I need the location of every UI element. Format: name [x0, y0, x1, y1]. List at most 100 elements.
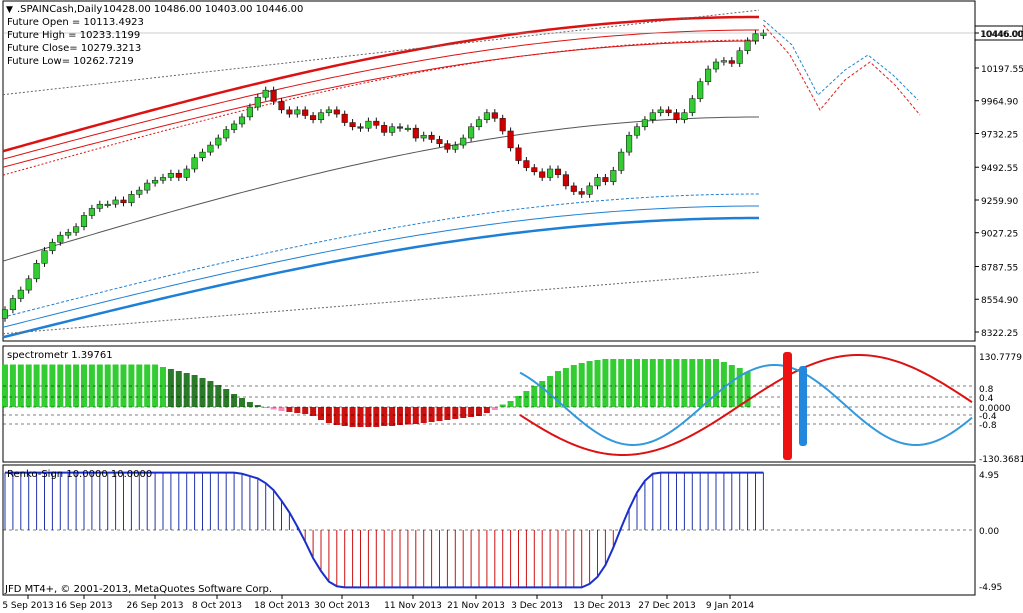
- spectrometr-bar: [634, 359, 640, 407]
- candle-body: [152, 180, 159, 184]
- y-tick-label: 9964.90: [981, 98, 1018, 108]
- candle-body: [9, 298, 16, 311]
- candle-body: [586, 185, 593, 195]
- candle-body: [554, 168, 562, 175]
- spectrometr-bar: [499, 404, 506, 407]
- candle-body: [389, 126, 396, 133]
- spectrometr-blue-marker: [799, 366, 807, 446]
- x-tick-label: 9 Jan 2014: [706, 601, 754, 611]
- spectrometr-bar: [649, 359, 656, 407]
- spectrometr-bar: [160, 367, 166, 407]
- candle-body: [562, 174, 569, 187]
- spectrometr-bar: [618, 359, 625, 407]
- spectrometr-bar: [673, 359, 680, 407]
- candle-body: [594, 177, 601, 187]
- spectrometr-bar: [578, 363, 585, 407]
- spectrometr-bar: [136, 364, 143, 407]
- candle-body: [120, 199, 127, 204]
- y-tick-label: 8322.25: [981, 329, 1018, 339]
- y-tick-label: 9259.90: [981, 197, 1018, 207]
- spectrometr-bar: [199, 378, 206, 407]
- spectrometr-tick-label: 0.4: [979, 394, 994, 404]
- candle-body: [333, 109, 340, 115]
- candle-body: [649, 112, 656, 120]
- candle-body: [33, 263, 40, 280]
- candle-body: [341, 113, 348, 123]
- candle-body: [641, 119, 648, 128]
- candle-body: [17, 289, 24, 299]
- x-tick-label: 8 Oct 2013: [192, 601, 242, 611]
- candle-body: [286, 109, 293, 115]
- candle-body: [499, 118, 506, 132]
- spectrometr-bar: [223, 389, 230, 407]
- y-tick-label: 9027.25: [981, 230, 1018, 240]
- candle-body: [294, 109, 301, 115]
- spectrometr-red-curve: [519, 354, 973, 456]
- spectrometr-bar: [333, 407, 340, 425]
- header-arrow-icon[interactable]: ▼: [6, 5, 13, 15]
- candle-body: [531, 167, 538, 173]
- candle-body: [681, 112, 688, 120]
- candle-body: [159, 177, 167, 181]
- spectrometr-bar: [397, 407, 403, 425]
- candle-body: [373, 120, 380, 126]
- spectrometr-bar: [483, 407, 490, 413]
- candle-body: [254, 96, 261, 108]
- candle-body: [349, 122, 356, 128]
- x-tick-label: 3 Dec 2013: [511, 601, 563, 611]
- candle-body: [626, 134, 633, 153]
- y-tick-label: 8554.90: [981, 296, 1018, 306]
- x-tick-label: 11 Nov 2013: [384, 601, 442, 611]
- candle-body: [262, 89, 269, 98]
- spectrometr-bar: [207, 381, 214, 407]
- spectrometr-bar: [594, 360, 601, 407]
- current-price-label: 10446.00: [980, 30, 1023, 40]
- candle-body: [41, 250, 48, 264]
- x-tick-label: 30 Oct 2013: [314, 601, 370, 611]
- spectrometr-bar: [452, 407, 459, 419]
- candle-body: [73, 226, 80, 233]
- spectrometr-bar: [318, 407, 324, 420]
- spectrometr-bar: [270, 407, 277, 410]
- spectrometr-bar: [720, 362, 727, 407]
- candle-body: [1, 309, 9, 319]
- price-layer: [1, 9, 975, 339]
- candle-body: [610, 170, 617, 182]
- spectrometr-bar: [460, 407, 467, 418]
- projection-red: [763, 24, 921, 116]
- x-tick-label: 13 Dec 2013: [573, 601, 631, 611]
- spectrometr-blue-curve: [519, 364, 973, 447]
- band-blue-dashed: [2, 193, 760, 318]
- candle-body: [657, 109, 664, 113]
- candle-body: [460, 137, 467, 146]
- spectrometr-bar: [547, 376, 554, 407]
- candle-body: [238, 116, 246, 125]
- candle-body: [539, 171, 546, 178]
- y-tick-label: 9732.25: [981, 130, 1018, 140]
- spectrometr-bar: [112, 364, 119, 407]
- future-open: Future Open = 10113.4923: [7, 17, 144, 28]
- midline-gray: [2, 116, 760, 262]
- candle-body: [428, 134, 435, 140]
- candle-body: [515, 147, 522, 161]
- candle-body: [365, 120, 372, 129]
- spectrometr-red-marker: [783, 352, 792, 460]
- spectrometr-bar: [278, 407, 285, 411]
- candle-body: [112, 199, 119, 205]
- candle-body: [689, 98, 696, 113]
- candle-body: [207, 144, 214, 153]
- candle-body: [547, 168, 554, 178]
- candle-body: [412, 127, 419, 139]
- spectrometr-bar: [507, 401, 514, 407]
- spectrometr-bar: [215, 385, 222, 407]
- top-dotted-line: [2, 9, 760, 96]
- candle-body: [444, 143, 451, 150]
- renko-tick-label: -4.95: [979, 583, 1002, 593]
- candle-body: [231, 123, 238, 130]
- candle-body: [325, 109, 332, 113]
- future-high: Future High = 10233.1199: [7, 30, 140, 41]
- candle-body: [167, 172, 174, 178]
- price-panel[interactable]: [2, 0, 976, 342]
- candle-body: [602, 177, 609, 182]
